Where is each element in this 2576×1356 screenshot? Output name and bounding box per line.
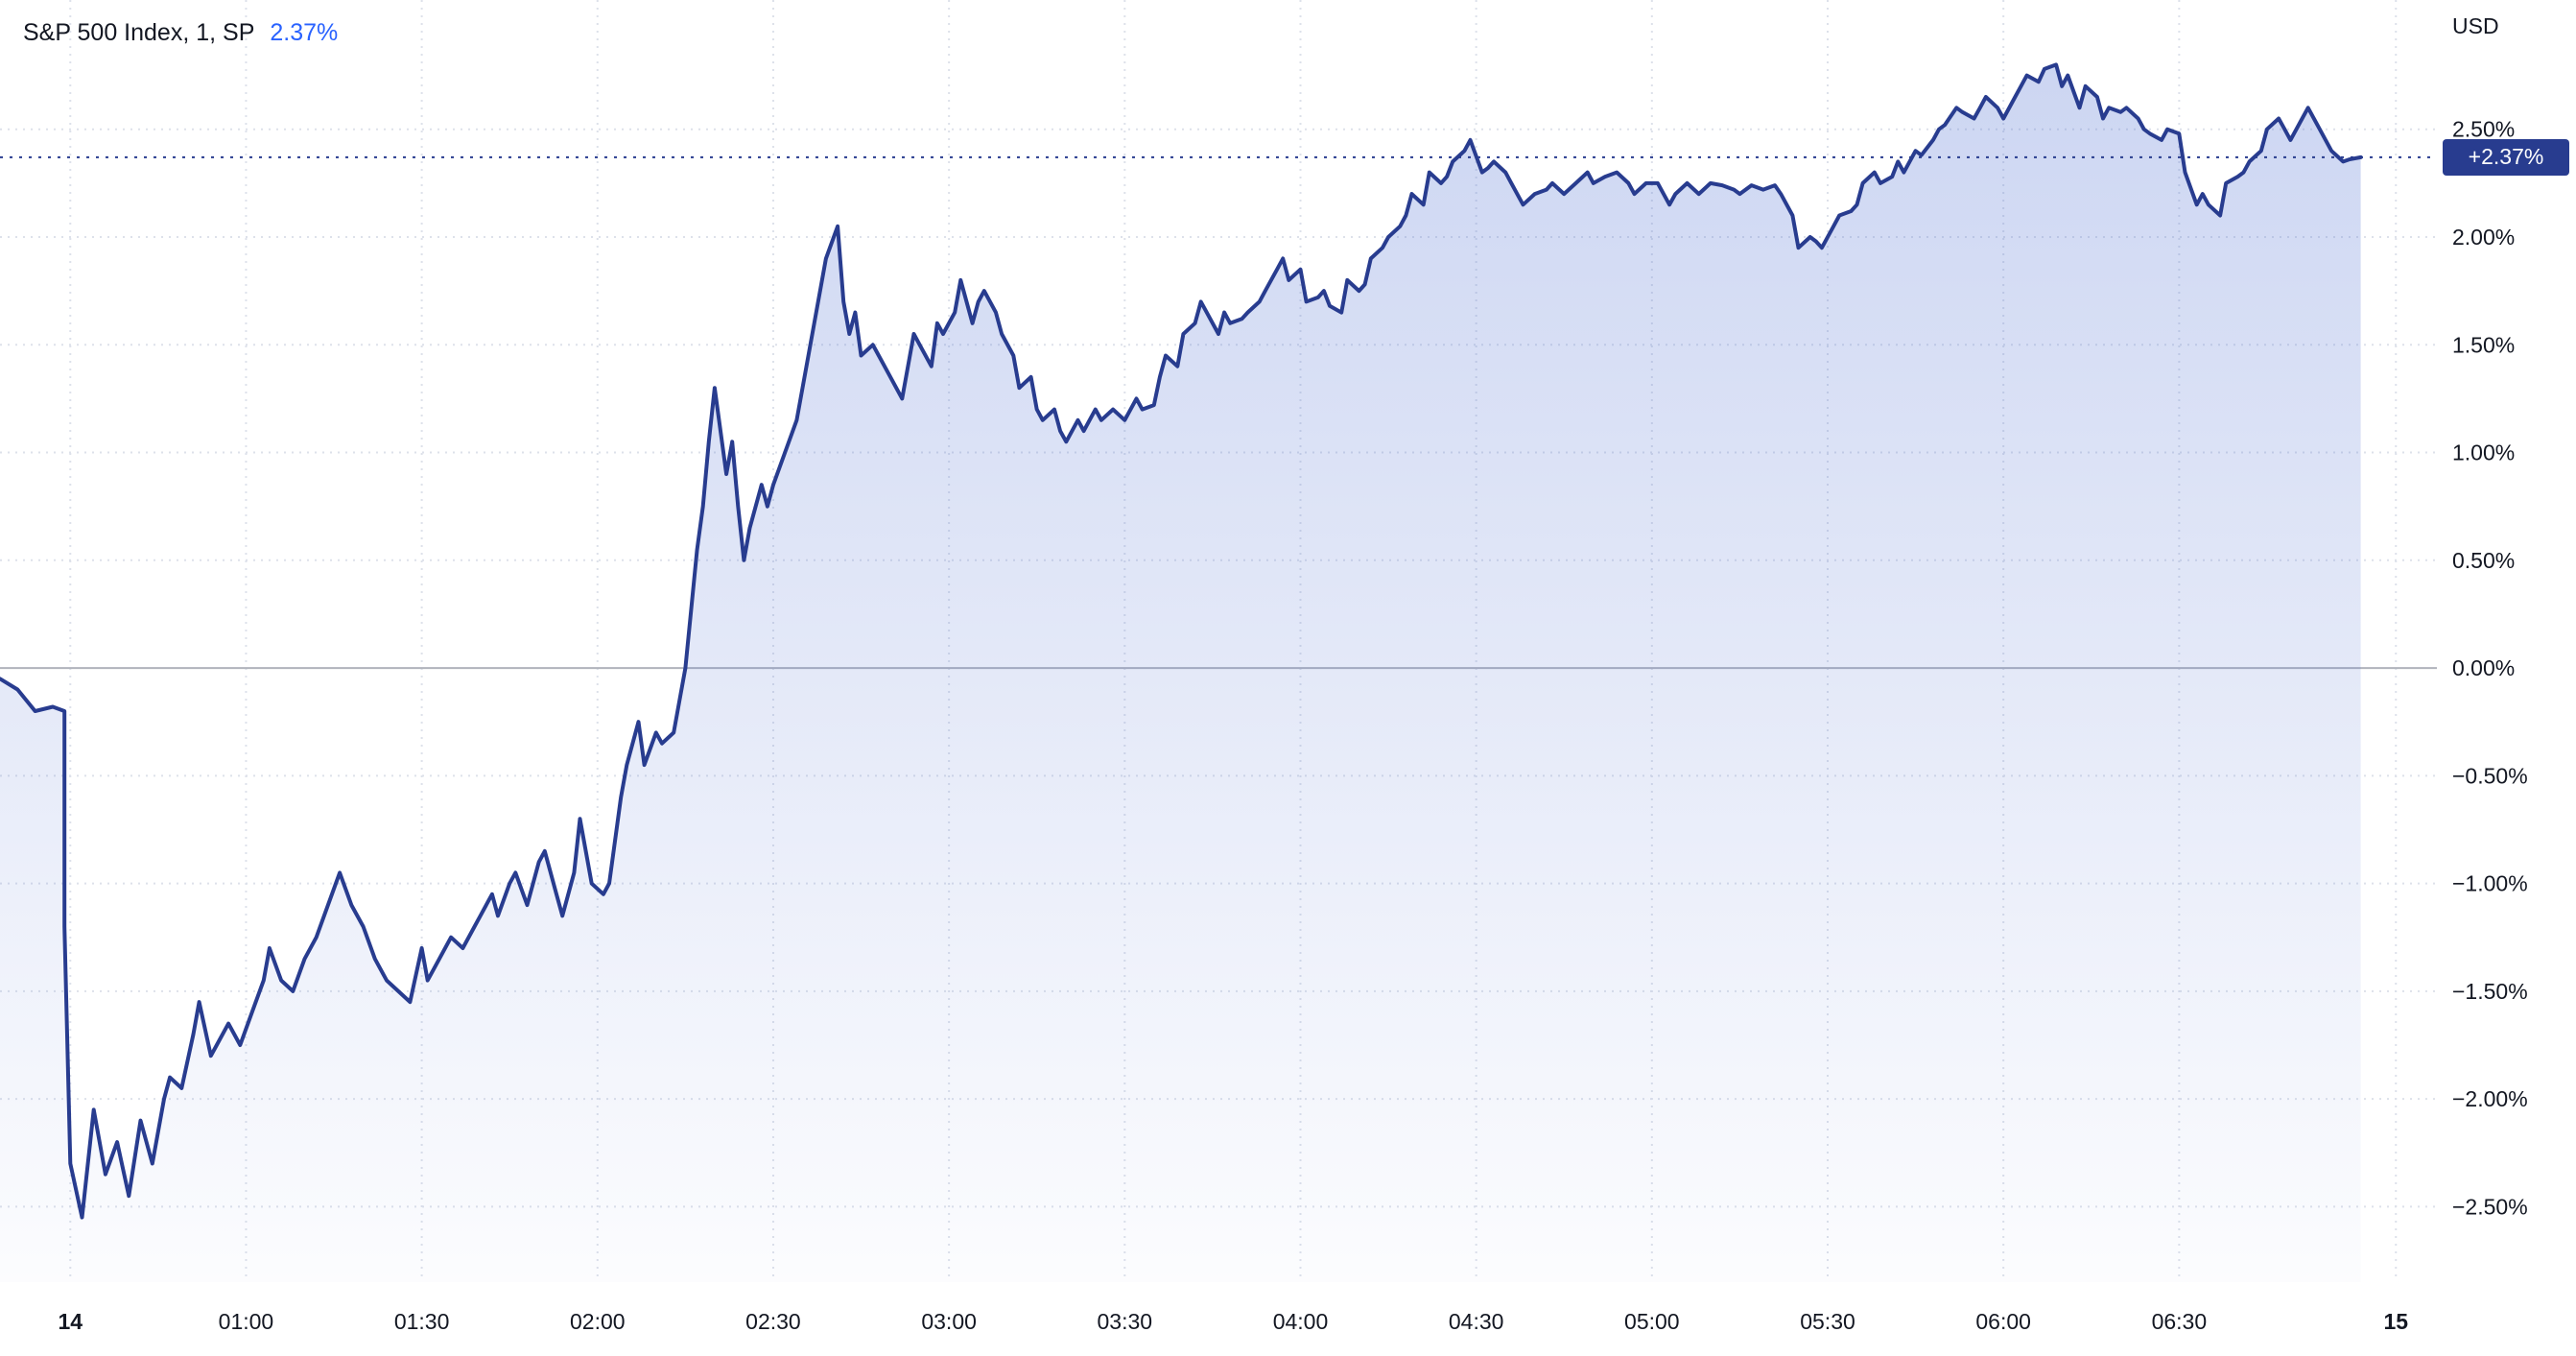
x-axis-label: 01:30 — [394, 1309, 450, 1334]
chart-legend: S&P 500 Index, 1, SP 2.37% — [23, 17, 338, 48]
x-axis-label: 06:30 — [2152, 1309, 2208, 1334]
y-axis-label: 0.50% — [2452, 548, 2515, 573]
y-axis-label: −2.50% — [2452, 1194, 2528, 1219]
x-axis-label: 02:30 — [745, 1309, 801, 1334]
y-axis-label: −1.00% — [2452, 871, 2528, 896]
x-axis-label: 04:00 — [1273, 1309, 1329, 1334]
y-axis-label: 1.50% — [2452, 332, 2515, 357]
x-axis-label: 05:30 — [1800, 1309, 1855, 1334]
y-axis-label: −0.50% — [2452, 763, 2528, 788]
y-axis-label: −2.00% — [2452, 1086, 2528, 1111]
price-axis[interactable] — [2437, 0, 2576, 1282]
price-area-fill — [0, 64, 2361, 1282]
x-axis-label: 03:00 — [921, 1309, 977, 1334]
x-axis-label: 02:00 — [570, 1309, 626, 1334]
x-axis-label: 14 — [58, 1309, 83, 1334]
x-axis-label: 04:30 — [1449, 1309, 1504, 1334]
symbol-title[interactable]: S&P 500 Index, 1, SP — [23, 19, 255, 46]
change-percent: 2.37% — [270, 19, 339, 46]
currency-label: USD — [2452, 13, 2499, 38]
price-line-series — [0, 62, 2363, 1220]
y-axis-label: 1.00% — [2452, 440, 2515, 465]
x-axis-label: 15 — [2383, 1309, 2408, 1334]
x-axis-label: 03:30 — [1098, 1309, 1153, 1334]
current-price-badge: +2.37% — [2443, 138, 2569, 176]
y-axis-label: 2.00% — [2452, 225, 2515, 250]
x-axis-label: 05:00 — [1624, 1309, 1680, 1334]
y-axis-label: 2.50% — [2452, 117, 2515, 142]
x-axis-label: 01:00 — [219, 1309, 274, 1334]
y-axis-label: 0.00% — [2452, 655, 2515, 680]
x-axis-label: 06:00 — [1975, 1309, 2031, 1334]
y-axis-label: −1.50% — [2452, 979, 2528, 1004]
time-axis[interactable] — [0, 1282, 2437, 1356]
